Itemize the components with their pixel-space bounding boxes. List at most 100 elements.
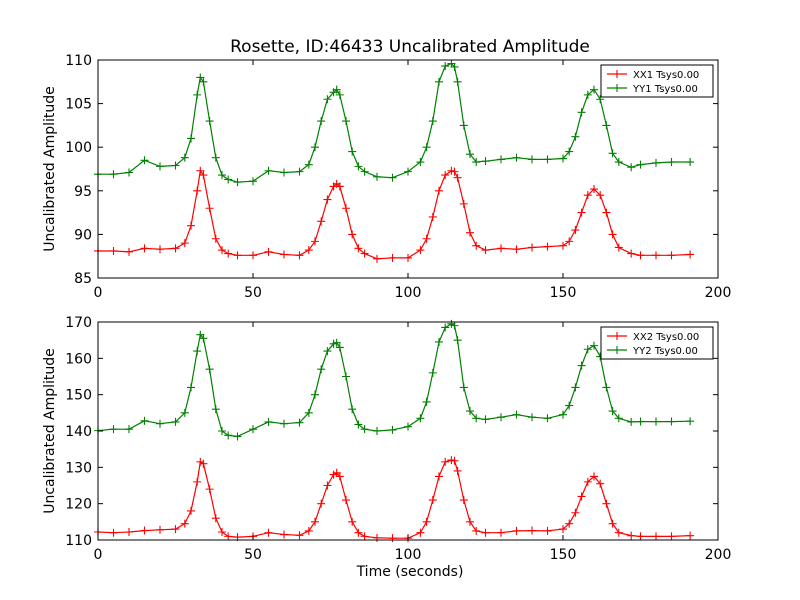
data-point-marker — [224, 175, 233, 184]
data-point-marker — [317, 217, 326, 226]
data-point-marker — [187, 221, 195, 230]
data-point-marker — [180, 519, 189, 528]
data-point-marker — [140, 156, 149, 165]
data-point-marker — [323, 95, 332, 104]
x-tick-label: 50 — [244, 285, 262, 301]
data-point-marker — [348, 230, 357, 239]
data-point-marker — [577, 361, 586, 370]
data-point-marker — [211, 405, 220, 414]
y-tick-label: 130 — [65, 460, 92, 476]
data-point-marker — [196, 166, 205, 175]
data-point-marker — [199, 459, 208, 468]
series-yy2 — [94, 319, 695, 441]
data-point-marker — [686, 250, 695, 259]
data-point-marker — [125, 425, 133, 434]
data-point-marker — [193, 90, 202, 99]
data-point-marker — [373, 254, 381, 263]
data-point-marker — [304, 408, 313, 417]
y-tick-label: 170 — [65, 315, 92, 331]
data-point-marker — [435, 337, 443, 346]
data-point-marker — [608, 407, 617, 416]
data-point-marker — [218, 528, 226, 537]
data-point-marker — [636, 251, 645, 260]
data-point-marker — [280, 530, 288, 539]
data-point-marker — [109, 528, 118, 537]
data-point-marker — [559, 154, 567, 163]
data-point-marker — [422, 517, 431, 526]
data-point-marker — [205, 204, 214, 213]
data-point-marker — [450, 62, 459, 71]
data-point-marker — [348, 517, 357, 526]
data-point-marker — [233, 251, 242, 260]
data-point-marker — [416, 414, 425, 423]
data-point-marker — [608, 230, 617, 239]
data-point-marker — [466, 407, 474, 416]
data-point-marker — [295, 167, 304, 176]
data-point-marker — [109, 246, 118, 255]
data-point-marker — [264, 417, 273, 426]
data-point-marker — [199, 171, 208, 180]
data-point-marker — [360, 425, 369, 434]
data-point-marker — [311, 143, 319, 152]
data-point-marker — [472, 241, 481, 250]
legend-label: XX1 Tsys0.00 — [633, 70, 699, 81]
data-point-marker — [571, 132, 580, 141]
data-point-marker — [565, 401, 574, 410]
data-point-marker — [571, 226, 580, 235]
data-point-marker — [193, 347, 202, 356]
data-point-marker — [304, 526, 313, 535]
data-point-marker — [459, 383, 468, 392]
data-point-marker — [565, 147, 574, 156]
data-point-marker — [218, 427, 226, 435]
y-axis-label: Uncalibrated Amplitude — [42, 348, 58, 514]
data-point-marker — [559, 241, 567, 250]
data-point-marker — [342, 496, 350, 505]
data-point-marker — [193, 186, 202, 195]
data-point-marker — [205, 365, 214, 374]
data-point-marker — [171, 417, 180, 426]
data-point-marker — [140, 244, 149, 253]
data-point-marker — [404, 167, 412, 176]
legend-swatch-marker — [613, 332, 621, 340]
data-point-marker — [422, 143, 431, 152]
data-point-marker — [636, 417, 645, 426]
data-point-marker — [422, 397, 431, 406]
data-point-marker — [472, 414, 481, 423]
y-tick-label: 90 — [74, 227, 92, 243]
y-tick-label: 150 — [65, 388, 92, 404]
data-point-marker — [404, 253, 412, 262]
data-point-marker — [652, 532, 660, 541]
data-point-marker — [614, 158, 623, 167]
data-point-marker — [332, 338, 341, 347]
data-point-marker — [335, 472, 344, 481]
data-point-marker — [335, 182, 344, 191]
data-point-marker — [577, 208, 586, 217]
series-yy1 — [94, 59, 695, 187]
data-point-marker — [667, 251, 676, 260]
data-point-marker — [652, 251, 660, 260]
data-point-marker — [497, 155, 505, 164]
data-point-marker — [388, 173, 397, 182]
data-point-marker — [528, 413, 536, 422]
data-point-marker — [667, 417, 676, 426]
legend-label: XX2 Tsys0.00 — [633, 332, 699, 343]
data-point-marker — [125, 528, 133, 537]
data-point-marker — [565, 237, 574, 246]
data-point-marker — [636, 532, 645, 541]
data-point-marker — [450, 456, 459, 465]
data-point-marker — [354, 420, 363, 429]
data-point-marker — [354, 162, 363, 171]
data-point-marker — [205, 117, 214, 126]
data-point-marker — [187, 506, 195, 515]
data-point-marker — [441, 171, 450, 180]
data-point-marker — [335, 90, 344, 99]
data-point-marker — [596, 479, 605, 488]
data-point-marker — [199, 334, 208, 343]
data-point-marker — [466, 517, 474, 526]
data-point-marker — [481, 246, 490, 255]
data-point-marker — [193, 477, 202, 486]
data-point-marker — [354, 528, 363, 537]
data-point-marker — [171, 525, 180, 534]
data-point-marker — [583, 477, 592, 486]
